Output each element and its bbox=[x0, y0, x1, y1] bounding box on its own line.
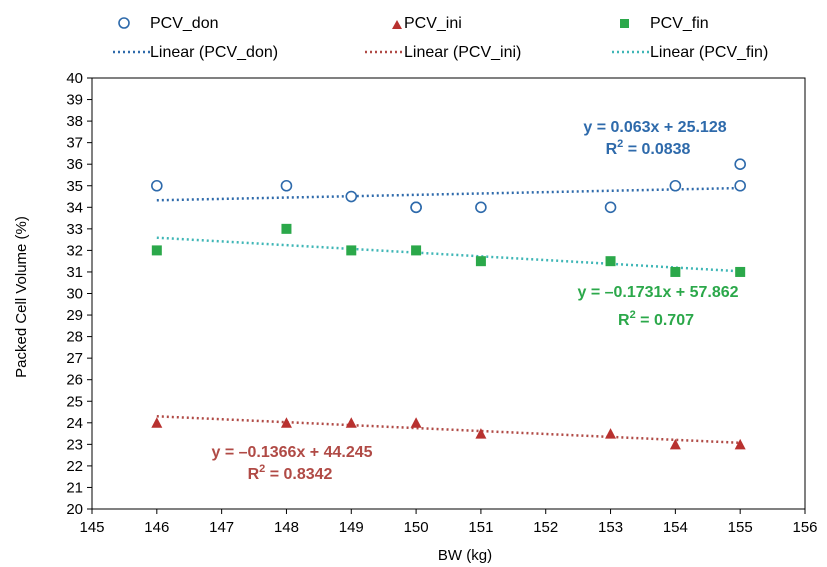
equation-text-pcv-fin: y = –0.1731x + 57.862 bbox=[577, 284, 738, 301]
x-tick-label: 145 bbox=[79, 519, 104, 536]
equation-text-pcv-don: y = 0.063x + 25.128 bbox=[583, 119, 726, 136]
legend-label-pcv-fin: PCV_fin bbox=[650, 15, 709, 32]
x-tick-label: 152 bbox=[533, 519, 558, 536]
y-tick-label: 40 bbox=[66, 70, 83, 87]
point-pcv-fin bbox=[670, 266, 681, 277]
r2-text-pcv-don: R2 = 0.0838 bbox=[606, 138, 691, 158]
x-tick-label: 149 bbox=[339, 519, 364, 536]
y-tick-label: 23 bbox=[66, 436, 83, 453]
y-tick-label: 21 bbox=[66, 479, 83, 496]
legend-label-pcv-don-trend: Linear (PCV_don) bbox=[150, 44, 278, 61]
y-axis-title: Packed Cell Volume (%) bbox=[13, 216, 30, 378]
y-tick-label: 38 bbox=[66, 113, 83, 130]
equation-pcv-ini: y = –0.1366x + 44.245 R2 = 0.8342 bbox=[211, 444, 372, 483]
legend-marker-pcv-don bbox=[118, 17, 130, 29]
point-pcv-don bbox=[475, 201, 487, 214]
y-tick-label: 31 bbox=[66, 264, 83, 281]
y-tick-label: 34 bbox=[66, 199, 83, 216]
point-pcv-ini bbox=[151, 417, 163, 428]
y-tick-label: 20 bbox=[66, 501, 83, 518]
y-tick-label: 39 bbox=[66, 92, 83, 109]
x-tick-label: 153 bbox=[598, 519, 623, 536]
y-tick-label: 29 bbox=[66, 307, 83, 324]
x-tick-label: 150 bbox=[404, 519, 429, 536]
point-pcv-ini bbox=[669, 438, 681, 450]
y-tick-label: 22 bbox=[66, 458, 83, 475]
y-tick-label: 27 bbox=[66, 350, 83, 367]
y-tick-label: 30 bbox=[66, 286, 83, 303]
x-tick-label: 154 bbox=[663, 519, 688, 536]
legend-label-pcv-don: PCV_don bbox=[150, 15, 219, 32]
point-pcv-fin bbox=[151, 245, 162, 256]
x-tick-label: 148 bbox=[274, 519, 299, 536]
trendline-pcv-fin bbox=[156, 236, 741, 273]
trendline-pcv-don bbox=[156, 186, 741, 202]
point-pcv-fin bbox=[475, 256, 486, 267]
trendline-pcv-ini bbox=[156, 415, 741, 445]
point-pcv-don bbox=[734, 179, 746, 192]
x-tick-label: 146 bbox=[144, 519, 169, 536]
y-tick-label: 25 bbox=[66, 393, 83, 410]
point-pcv-don bbox=[734, 158, 746, 170]
point-pcv-ini bbox=[280, 417, 292, 428]
r2-text-pcv-fin: R2 = 0.707 bbox=[618, 309, 694, 329]
point-pcv-fin bbox=[411, 245, 422, 256]
x-tick-label: 155 bbox=[728, 519, 753, 536]
y-tick-label: 28 bbox=[66, 329, 83, 346]
y-tick-label: 37 bbox=[66, 135, 83, 152]
legend-marker-pcv-fin bbox=[620, 19, 629, 28]
point-pcv-ini bbox=[605, 428, 617, 439]
point-pcv-fin bbox=[281, 223, 292, 234]
point-pcv-don bbox=[345, 190, 358, 203]
x-axis-title: BW (kg) bbox=[438, 547, 492, 564]
point-pcv-don bbox=[280, 179, 293, 192]
y-tick-label: 35 bbox=[66, 178, 83, 195]
point-pcv-ini bbox=[410, 417, 422, 428]
point-pcv-ini bbox=[345, 417, 357, 428]
y-tick-label: 33 bbox=[66, 221, 83, 238]
legend: PCV_don PCV_ini PCV_fin Linear (PCV_don)… bbox=[113, 15, 768, 61]
point-pcv-ini bbox=[734, 438, 746, 450]
point-pcv-don bbox=[669, 179, 682, 192]
point-pcv-don bbox=[604, 201, 617, 214]
legend-label-pcv-ini-trend: Linear (PCV_ini) bbox=[404, 44, 521, 61]
point-pcv-fin bbox=[605, 256, 616, 267]
legend-marker-pcv-ini bbox=[392, 20, 402, 29]
point-pcv-ini bbox=[475, 428, 487, 439]
point-pcv-fin bbox=[735, 266, 746, 277]
point-pcv-don bbox=[151, 179, 163, 192]
y-tick-label: 26 bbox=[66, 372, 83, 389]
plot-area: 20 21 22 23 24 25 26 27 28 29 30 31 32 33 34 35 36 37 38 39… bbox=[66, 70, 817, 536]
x-tick-label: 156 bbox=[792, 519, 817, 536]
legend-label-pcv-ini: PCV_ini bbox=[404, 15, 462, 32]
r2-text-pcv-ini: R2 = 0.8342 bbox=[248, 463, 333, 483]
point-pcv-don bbox=[410, 201, 422, 214]
equation-pcv-fin: y = –0.1731x + 57.862 R2 = 0.707 bbox=[577, 284, 738, 329]
x-tick-label: 151 bbox=[468, 519, 493, 536]
y-tick-label: 24 bbox=[66, 415, 83, 432]
y-tick-label: 32 bbox=[66, 242, 83, 259]
legend-label-pcv-fin-trend: Linear (PCV_fin) bbox=[650, 44, 768, 61]
y-tick-label: 36 bbox=[66, 156, 83, 173]
equation-pcv-don: y = 0.063x + 25.128 R2 = 0.0838 bbox=[583, 119, 726, 158]
point-pcv-fin bbox=[346, 245, 357, 256]
equation-text-pcv-ini: y = –0.1366x + 44.245 bbox=[211, 444, 372, 461]
x-tick-label: 147 bbox=[209, 519, 234, 536]
